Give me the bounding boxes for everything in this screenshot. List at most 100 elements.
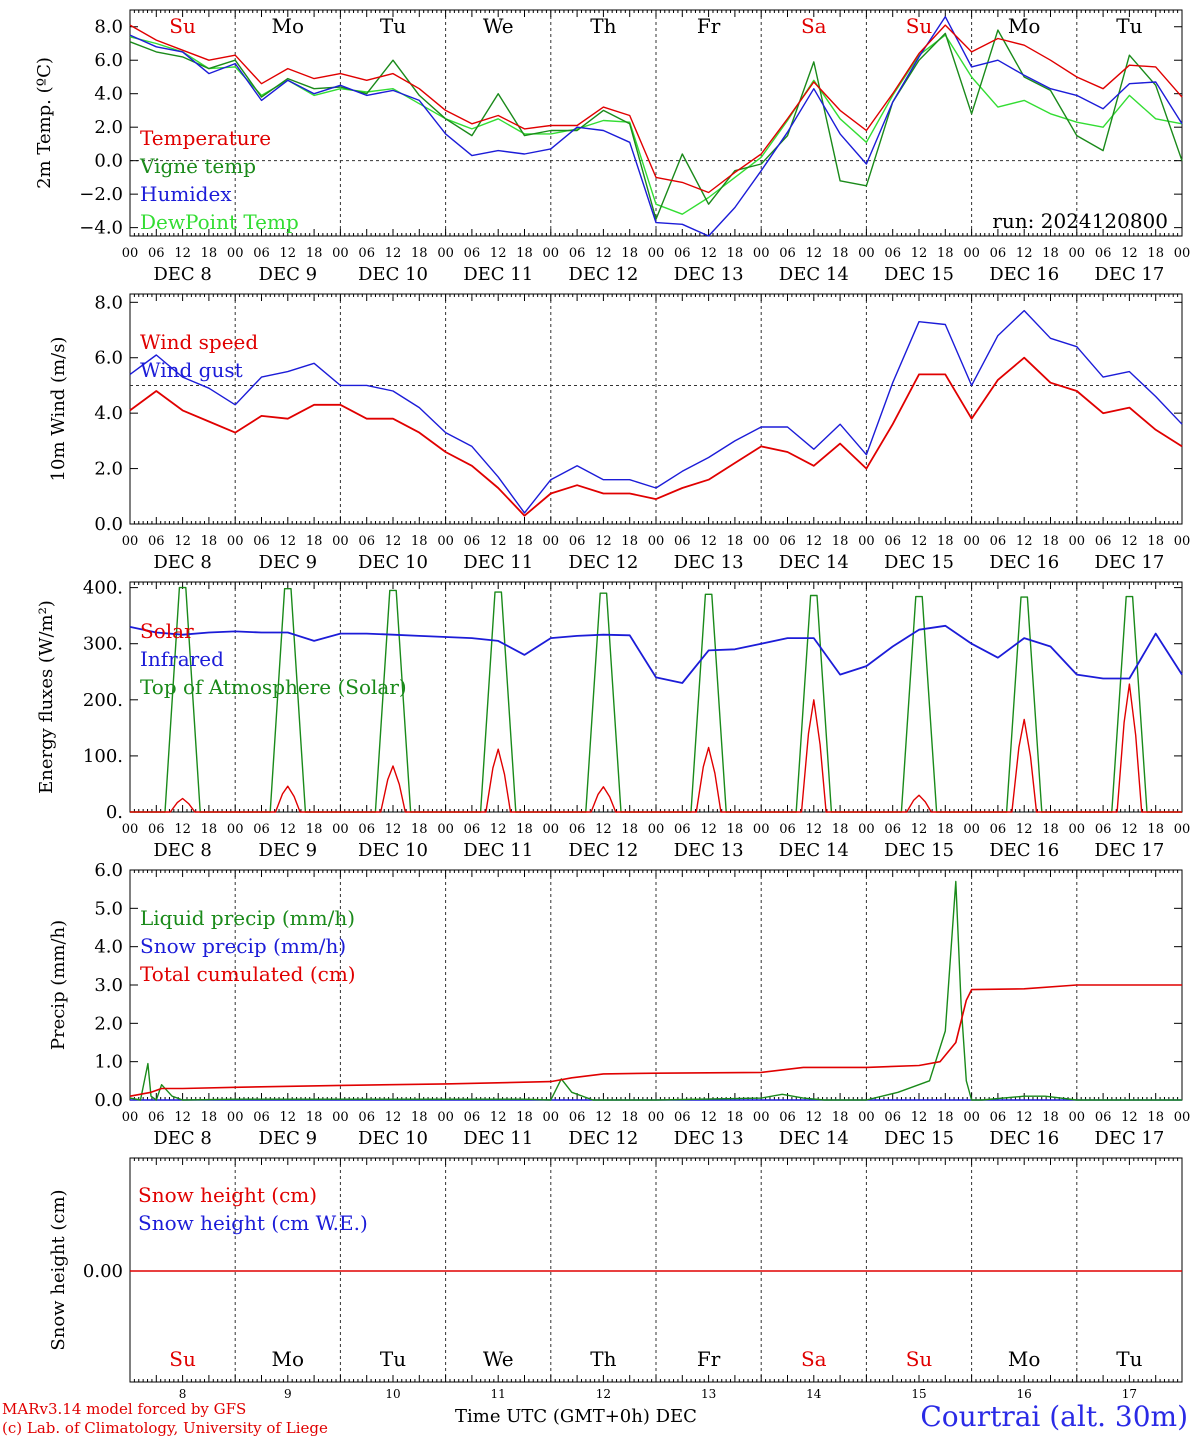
precip-hour-label: 06 [464, 1110, 481, 1125]
precip-hour-label: 00 [437, 1110, 454, 1125]
temp-series-vigne-temp [129, 29, 1183, 221]
temp-series-dewpoint-temp [129, 34, 1183, 215]
precip-hour-label: 00 [543, 1110, 560, 1125]
flux-legend-infrared: Infrared [140, 647, 224, 671]
wind-hour-label: 12 [911, 534, 928, 549]
temp-hour-label: 18 [201, 246, 218, 261]
flux-hour-label: 06 [569, 822, 586, 837]
flux-date-label: DEC 10 [358, 840, 428, 861]
temp-weekday-label: Su [906, 14, 933, 38]
wind-hour-label: 00 [543, 534, 560, 549]
wind-hour-label: 06 [884, 534, 901, 549]
wind-hour-label: 18 [201, 534, 218, 549]
flux-ytick-label: 400. [83, 578, 123, 599]
temp-weekday-label: Tu [380, 14, 406, 38]
temp-hour-label: 12 [1121, 246, 1138, 261]
wind-hour-label: 00 [753, 534, 770, 549]
wind-hour-label: 18 [727, 534, 744, 549]
snow-ytick-label: 0.00 [83, 1261, 123, 1282]
temp-hour-label: 18 [937, 246, 954, 261]
temp-hour-label: 00 [1174, 246, 1191, 261]
flux-hour-label: 18 [411, 822, 428, 837]
precip-hour-label: 00 [1069, 1110, 1086, 1125]
flux-hour-label: 06 [358, 822, 375, 837]
wind-ytick-label: 6.0 [94, 348, 123, 369]
temp-date-label: DEC 11 [463, 264, 533, 285]
precip-ytick-label: 3.0 [94, 975, 123, 996]
wind-date-label: DEC 17 [1094, 552, 1164, 573]
temp-date-label: DEC 17 [1094, 264, 1164, 285]
wind-hour-label: 00 [437, 534, 454, 549]
temp-hour-label: 06 [253, 246, 270, 261]
snow-day-number: 11 [491, 1387, 506, 1401]
snow-weekday-label: Mo [272, 1347, 305, 1371]
precip-hour-label: 18 [727, 1110, 744, 1125]
precip-hour-label: 18 [201, 1110, 218, 1125]
temp-legend-vigne-temp: Vigne temp [139, 154, 256, 178]
wind-legend-wind-gust: Wind gust [140, 358, 243, 382]
snow-weekday-label: Mo [1008, 1347, 1041, 1371]
precip-hour-label: 12 [595, 1110, 612, 1125]
temp-hour-label: 12 [806, 246, 823, 261]
wind-hour-label: 00 [963, 534, 980, 549]
precip-date-label: DEC 16 [989, 1128, 1059, 1149]
wind-date-label: DEC 12 [568, 552, 638, 573]
precip-hour-label: 18 [832, 1110, 849, 1125]
flux-hour-label: 12 [280, 822, 297, 837]
flux-legend-top-of-atmosphere-solar: Top of Atmosphere (Solar) [140, 675, 407, 699]
flux-series-solar [130, 683, 1182, 813]
precip-hour-label: 18 [937, 1110, 954, 1125]
flux-hour-label: 12 [1016, 822, 1033, 837]
precip-hour-label: 00 [648, 1110, 665, 1125]
flux-legend-solar: Solar [140, 619, 194, 643]
flux-ytick-label: 300. [83, 634, 123, 655]
snow-day-number: 14 [806, 1387, 822, 1401]
wind-panel: 8.0 6.0 4.0 2.0 0.0 10m Wind (m/s) Wind speed W… [48, 292, 1190, 573]
temp-date-label: DEC 13 [674, 264, 744, 285]
wind-hour-label: 00 [1069, 534, 1086, 549]
flux-hour-label: 00 [858, 822, 875, 837]
temp-ytick-label: 2.0 [94, 117, 123, 138]
precip-date-label: DEC 9 [259, 1128, 318, 1149]
flux-date-label: DEC 17 [1094, 840, 1164, 861]
temp-date-label: DEC 14 [779, 264, 849, 285]
flux-hour-label: 18 [1147, 822, 1164, 837]
flux-date-label: DEC 13 [674, 840, 744, 861]
snow-weekday-label: Su [169, 1347, 196, 1371]
flux-hour-label: 00 [753, 822, 770, 837]
flux-hour-label: 06 [148, 822, 165, 837]
snow-legend-snow-height-cm: Snow height (cm) [138, 1183, 317, 1207]
wind-date-label: DEC 10 [358, 552, 428, 573]
temp-hour-label: 18 [727, 246, 744, 261]
wind-hour-label: 18 [832, 534, 849, 549]
precip-hour-label: 18 [621, 1110, 638, 1125]
wind-hour-label: 18 [411, 534, 428, 549]
temp-hour-label: 00 [858, 246, 875, 261]
temp-hour-label: 00 [648, 246, 665, 261]
precip-ytick-label: 0.0 [94, 1090, 123, 1111]
flux-hour-label: 06 [1095, 822, 1112, 837]
temp-date-label: DEC 12 [568, 264, 638, 285]
model-credit: MARv3.14 model forced by GFS [2, 1400, 247, 1418]
wind-hour-label: 12 [700, 534, 717, 549]
temp-hour-label: 18 [1042, 246, 1059, 261]
wind-date-label: DEC 15 [884, 552, 954, 573]
precip-hour-label: 12 [385, 1110, 402, 1125]
wind-hour-label: 12 [1121, 534, 1138, 549]
precip-hour-label: 12 [806, 1110, 823, 1125]
wind-series-speed [129, 356, 1183, 517]
temp-hour-label: 18 [1147, 246, 1164, 261]
temp-hour-label: 06 [358, 246, 375, 261]
temp-hour-label: 18 [411, 246, 428, 261]
wind-hour-label: 12 [1016, 534, 1033, 549]
wind-hour-label: 06 [990, 534, 1007, 549]
wind-date-label: DEC 13 [674, 552, 744, 573]
temp-hour-label: 12 [700, 246, 717, 261]
flux-hour-label: 18 [306, 822, 323, 837]
snow-weekday-label: Tu [1116, 1347, 1142, 1371]
precip-legend-liquid-precip-mm-h: Liquid precip (mm/h) [140, 906, 355, 930]
flux-panel: 400. 300. 200. 100. 0. Energy fluxes (W/m²) So… [36, 578, 1190, 861]
flux-hour-label: 06 [253, 822, 270, 837]
precip-date-label: DEC 10 [358, 1128, 428, 1149]
run-label: run: 2024120800 [992, 209, 1168, 233]
